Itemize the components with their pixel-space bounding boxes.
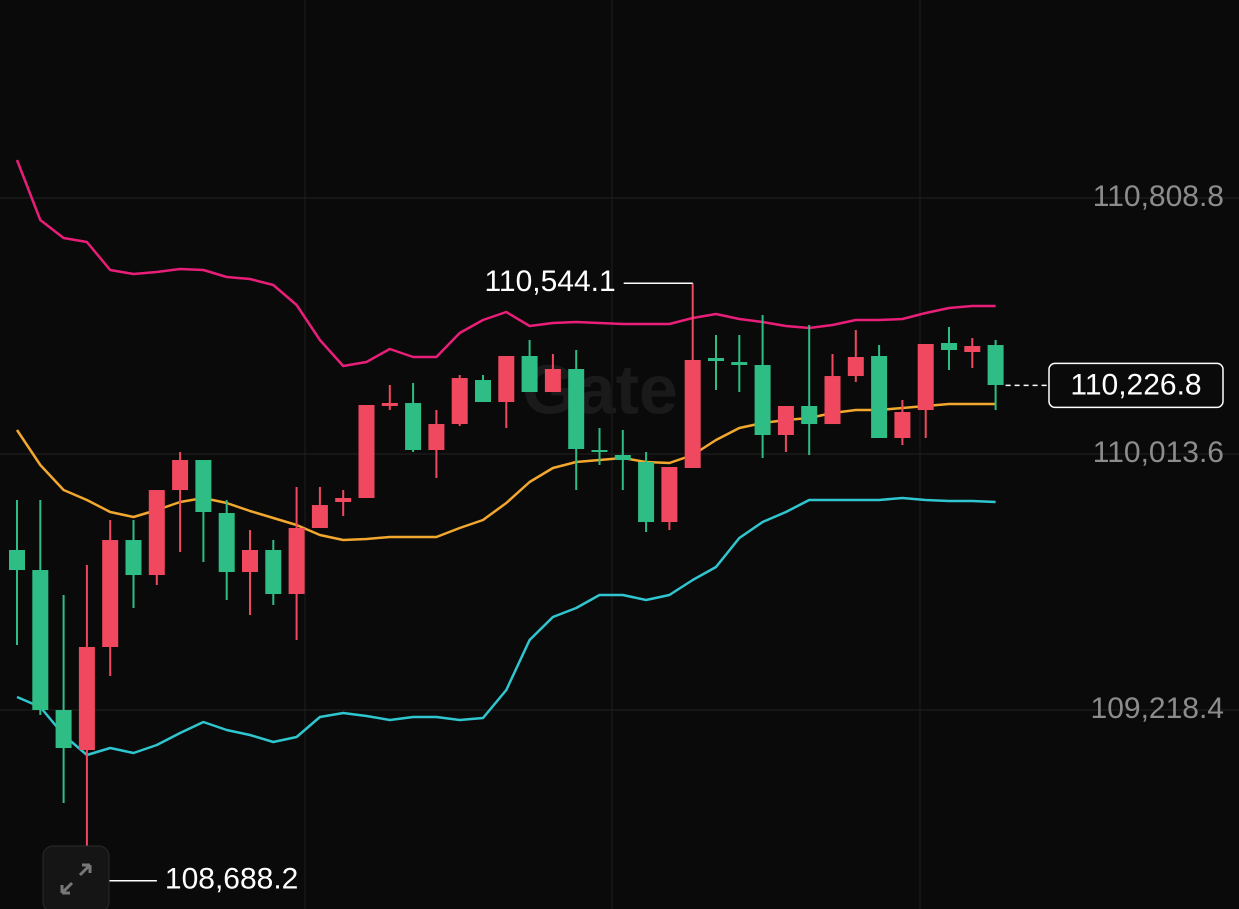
candle-body	[335, 498, 352, 503]
candle-body	[102, 540, 119, 648]
candle-body	[847, 357, 864, 377]
candle-body	[894, 412, 911, 439]
candle-body	[451, 378, 468, 425]
candle-body	[242, 550, 258, 573]
candle-body	[941, 342, 957, 351]
candle-body	[9, 550, 25, 571]
plot-layer: 110,808.8 110,013.6 109,218.4 110,544.1 108,…	[0, 159, 1239, 896]
candle-body	[78, 647, 95, 751]
candle-body	[265, 550, 282, 595]
high-label: 110,544.1	[484, 265, 615, 298]
candle-body	[708, 357, 724, 362]
candle-body	[917, 343, 934, 411]
candle-body	[544, 369, 561, 393]
last-price-box	[1048, 362, 1224, 409]
candle-body	[428, 424, 445, 451]
candle-body	[32, 570, 49, 711]
candle-body	[475, 380, 491, 403]
candle-body	[614, 454, 631, 461]
candle-body	[871, 356, 888, 439]
candle-body	[964, 346, 981, 353]
candle-body	[195, 460, 212, 513]
candle-body	[801, 405, 818, 425]
candle-body	[125, 540, 142, 576]
candle-body	[568, 369, 585, 450]
expand-icon	[60, 863, 92, 895]
candle-body	[684, 359, 701, 469]
candle-body	[288, 528, 305, 595]
candle-body	[405, 403, 422, 451]
y-tick-label: 109,218.4	[1091, 692, 1224, 725]
candle-body	[987, 345, 1004, 386]
last-price-label: 110,226.8	[1070, 368, 1201, 401]
y-tick-label: 110,013.6	[1093, 436, 1224, 469]
expand-button[interactable]	[42, 845, 110, 909]
candle-body	[218, 513, 235, 573]
candle-body	[55, 710, 72, 749]
y-tick-label: 110,808.8	[1093, 180, 1224, 213]
candle-body	[824, 376, 841, 425]
candle-body	[381, 403, 398, 406]
candle-body	[777, 405, 794, 436]
candle-body	[498, 356, 515, 403]
candle-body	[661, 467, 678, 523]
band-line	[15, 159, 996, 368]
candle-body	[311, 505, 328, 529]
candle-body	[731, 362, 748, 366]
candle-body	[148, 490, 165, 576]
low-label: 108,688.2	[165, 863, 298, 896]
candle-body	[172, 460, 189, 491]
candle-body	[521, 356, 538, 393]
expand-button-box	[42, 845, 110, 909]
candle-body	[591, 450, 608, 453]
candle-body	[638, 462, 655, 523]
candle-body	[358, 405, 375, 499]
candle-body	[754, 365, 771, 436]
band-line	[16, 496, 996, 757]
